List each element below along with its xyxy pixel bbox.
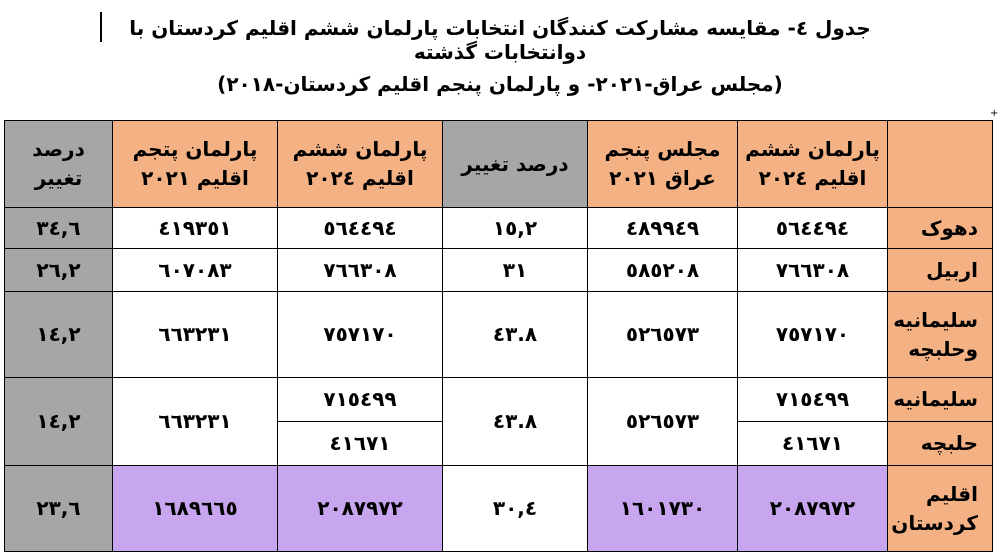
cell-value: ٤٣.٨ xyxy=(442,291,588,378)
cell-value: ٥٢٦٥٧٣ xyxy=(587,291,738,378)
region-name: حلبچه xyxy=(887,421,993,466)
cell-value: ٧١٥٤٩٩ xyxy=(737,377,888,422)
text-cursor xyxy=(100,12,102,42)
cell-value: ٥٦٤٤٩٤ xyxy=(737,207,888,249)
cell-value: ٢٠٨٧٩٧٢ xyxy=(737,465,888,552)
cell-value: ٤١٦٧١ xyxy=(737,421,888,466)
cell-value: ١٦٨٩٦٦٥ xyxy=(112,465,278,552)
cell-value: ٧٦٦٣٠٨ xyxy=(277,248,443,292)
cell-value: ٦٦٣٢٣١ xyxy=(112,291,278,378)
cell-value: ٤٨٩٩٤٩ xyxy=(587,207,738,249)
cell-value: ٧٥٧١٧٠ xyxy=(277,291,443,378)
cell-value: ٢٦,٢ xyxy=(4,248,113,292)
cell-value: ١٤,٢ xyxy=(4,291,113,378)
region-name: سلیمانیه xyxy=(887,377,993,422)
header-row: پارلمان ششم اقلیم ٢٠٢٤ مجلس پنجم عراق ٢٠… xyxy=(4,120,993,208)
cell-value: ٦٦٣٢٣١ xyxy=(112,377,278,466)
cell-value: ٧٦٦٣٠٨ xyxy=(737,248,888,292)
region-name: سلیمانیه وحلبچه xyxy=(887,291,993,378)
cell-value: ١٦٠١٧٣٠ xyxy=(587,465,738,552)
cell-value: ٤٣.٨ xyxy=(442,377,588,466)
table-row: اربیل ٧٦٦٣٠٨ ٥٨٥٢٠٨ ٣١ ٧٦٦٣٠٨ ٦٠٧٠٨٣ ٢٦,… xyxy=(4,248,993,292)
region-name: اقلیم کردستان xyxy=(887,465,993,552)
header-sixth-parliament: پارلمان ششم اقلیم ٢٠٢٤ xyxy=(737,120,888,208)
table-title: جدول ٤- مقایسه مشارکت کنندگان انتخابات پ… xyxy=(129,16,871,64)
cell-value: ٧١٥٤٩٩ xyxy=(277,377,443,422)
cell-value: ٥٢٦٥٧٣ xyxy=(587,377,738,466)
cell-value: ٣١ xyxy=(442,248,588,292)
header-change-pct-2: درصد تغییر xyxy=(4,120,113,208)
cell-value: ٦٠٧٠٨٣ xyxy=(112,248,278,292)
table-row: سلیمانیه ٧١٥٤٩٩ ٥٢٦٥٧٣ ٤٣.٨ ٧١٥٤٩٩ ٦٦٣٢٣… xyxy=(4,377,993,466)
table-subtitle: (مجلس عراق-٢٠٢١- و پارلمان پنجم اقلیم کر… xyxy=(217,72,783,96)
total-row: اقلیم کردستان ٢٠٨٧٩٧٢ ١٦٠١٧٣٠ ٣٠,٤ ٢٠٨٧٩… xyxy=(4,465,993,552)
cell-value: ٤١٩٣٥١ xyxy=(112,207,278,249)
header-fifth-iraq: مجلس پنجم عراق ٢٠٢١ xyxy=(587,120,738,208)
cell-value: ٧٥٧١٧٠ xyxy=(737,291,888,378)
cell-value: ٤١٦٧١ xyxy=(277,421,443,466)
cell-value: ٥٨٥٢٠٨ xyxy=(587,248,738,292)
header-change-pct-1: درصد تغییر xyxy=(442,120,588,208)
cell-value: ٢٠٨٧٩٧٢ xyxy=(277,465,443,552)
cell-value: ١٤,٢ xyxy=(4,377,113,466)
region-name: دهوک xyxy=(887,207,993,249)
cell-value: ١٥,٢ xyxy=(442,207,588,249)
header-fifth-parliament: پارلمان پتجم اقلیم ٢٠٢١ xyxy=(112,120,278,208)
region-name: اربیل xyxy=(887,248,993,292)
cell-value: ٥٦٤٤٩٤ xyxy=(277,207,443,249)
header-region xyxy=(887,120,993,208)
anchor-marker: + xyxy=(990,108,999,119)
header-sixth-parliament-2: پارلمان ششم اقلیم ٢٠٢٤ xyxy=(277,120,443,208)
table-row: دهوک ٥٦٤٤٩٤ ٤٨٩٩٤٩ ١٥,٢ ٥٦٤٤٩٤ ٤١٩٣٥١ ٣٤… xyxy=(4,207,993,249)
cell-value: ٣٤,٦ xyxy=(4,207,113,249)
cell-value: ٢٣,٦ xyxy=(4,465,113,552)
comparison-table: پارلمان ششم اقلیم ٢٠٢٤ مجلس پنجم عراق ٢٠… xyxy=(4,120,993,552)
table-row: حلبچه ٤١٦٧١ ٤١٦٧١ xyxy=(5,421,993,466)
table-row: سلیمانیه وحلبچه ٧٥٧١٧٠ ٥٢٦٥٧٣ ٤٣.٨ ٧٥٧١٧… xyxy=(4,291,993,378)
cell-value: ٣٠,٤ xyxy=(442,465,588,552)
